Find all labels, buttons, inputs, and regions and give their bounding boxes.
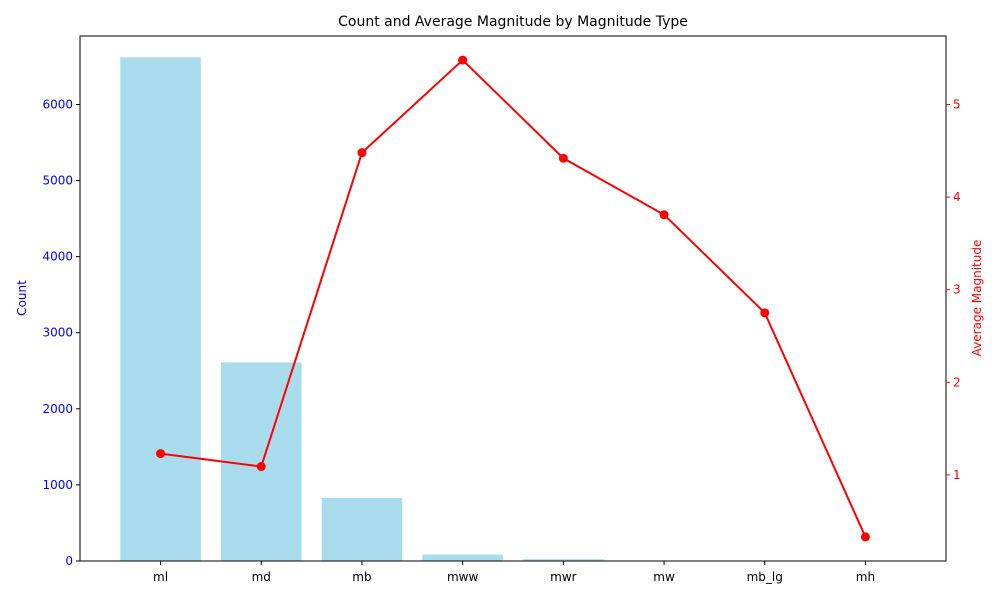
x-tick-label-mww: mww: [447, 570, 479, 584]
left-tick-label-4000: 4000: [42, 250, 73, 264]
point-ml: [156, 449, 166, 459]
x-tick-label-mwr: mwr: [550, 570, 577, 584]
bar-mwr: [523, 559, 604, 561]
line-series: [156, 55, 870, 542]
point-mw: [659, 210, 669, 220]
left-tick-label-5000: 5000: [42, 174, 73, 188]
avg-magnitude-line: [160, 59, 867, 538]
bar-md: [220, 362, 302, 561]
x-tick-label-mb_lg: mb_lg: [747, 570, 783, 584]
bar-series: [120, 57, 906, 561]
x-tick-label-mw: mw: [653, 570, 675, 584]
left-tick-label-1000: 1000: [42, 478, 73, 492]
chart-title: Count and Average Magnitude by Magnitude…: [338, 14, 688, 30]
left-tick-label-0: 0: [65, 554, 73, 568]
point-mb: [357, 148, 367, 158]
right-tick-label-4: 4: [953, 190, 961, 204]
x-tick-label-mb: mb: [352, 570, 371, 584]
right-tick-label-1: 1: [953, 468, 961, 482]
plot-frame: [79, 35, 947, 562]
point-mb_lg: [760, 308, 770, 318]
right-tick-label-2: 2: [953, 375, 961, 389]
point-mww: [458, 55, 468, 65]
right-tick-label-5: 5: [953, 98, 961, 112]
point-mwr: [558, 153, 568, 163]
left-tick-label-6000: 6000: [42, 97, 73, 111]
left-tick-label-3000: 3000: [42, 326, 73, 340]
point-mh: [860, 532, 870, 542]
right-axis-title: Average Magnitude: [970, 240, 984, 357]
x-tick-label-ml: ml: [153, 570, 168, 584]
x-tick-label-mh: mh: [856, 570, 875, 584]
point-md: [256, 462, 266, 472]
left-tick-label-2000: 2000: [42, 402, 73, 416]
bar-mww: [422, 554, 503, 561]
x-tick-label-md: md: [252, 570, 271, 584]
axes: ml md mb mww mwr mw mb_lg mh 0 1000 2000 3000 4000 50…: [42, 35, 961, 584]
left-axis-title: Count: [15, 280, 29, 316]
bar-mb: [321, 497, 403, 561]
right-tick-label-3: 3: [953, 283, 961, 297]
bar-ml: [120, 57, 201, 561]
